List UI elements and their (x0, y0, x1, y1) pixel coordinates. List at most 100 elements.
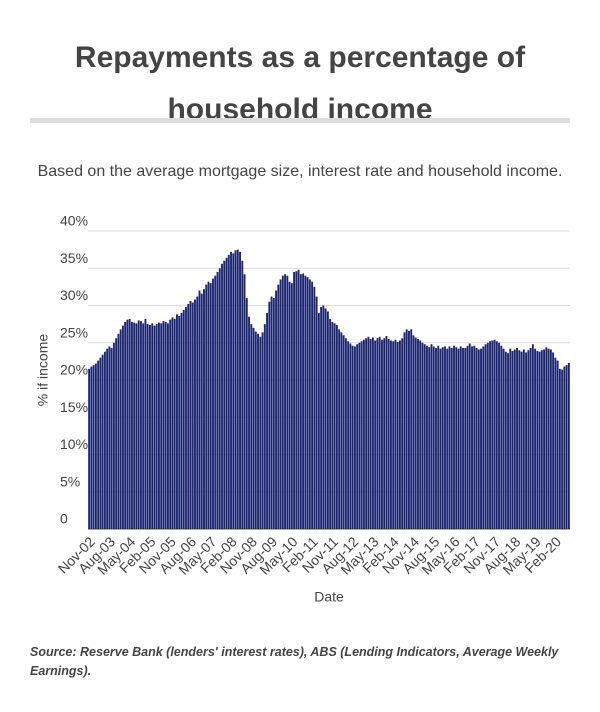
bar (507, 353, 510, 529)
bar (344, 338, 347, 529)
bar (106, 348, 109, 529)
bar (270, 296, 273, 529)
bar (549, 349, 552, 529)
bar (180, 312, 183, 529)
bar (444, 346, 446, 529)
bar (277, 284, 280, 529)
bar (112, 342, 115, 529)
bar (477, 349, 480, 529)
bar (99, 357, 102, 529)
bar (288, 281, 291, 529)
bar (205, 284, 208, 529)
bar (315, 296, 318, 529)
bar (486, 342, 489, 529)
bar (115, 338, 118, 529)
bar (227, 254, 230, 529)
bar (257, 333, 259, 529)
bar (414, 337, 417, 529)
bar (511, 350, 514, 529)
y-tick-label: 15% (60, 399, 88, 415)
bar (340, 332, 343, 529)
bar (408, 330, 410, 529)
bar (234, 250, 237, 529)
bar (493, 339, 496, 529)
bar (243, 274, 246, 529)
bar (371, 337, 374, 529)
bar (290, 283, 293, 529)
bar (313, 286, 316, 529)
bar (155, 324, 158, 529)
bar (171, 317, 174, 529)
bar (320, 306, 323, 529)
bar (108, 346, 111, 529)
bar (124, 321, 127, 529)
bar (331, 321, 334, 529)
bar (520, 351, 523, 529)
bar (558, 368, 561, 529)
bar (142, 323, 145, 529)
y-axis-label: % if income (35, 334, 51, 407)
bar (169, 319, 172, 529)
bar (148, 324, 151, 529)
bar (302, 273, 305, 529)
bar (403, 332, 406, 529)
bar (534, 348, 537, 529)
bar (453, 345, 455, 529)
bar (480, 348, 482, 529)
bar (459, 346, 462, 529)
bar (232, 253, 235, 529)
bar (117, 333, 120, 529)
bar (311, 281, 314, 529)
bar (561, 369, 564, 529)
x-axis-label: Date (314, 589, 344, 605)
bar (160, 323, 163, 529)
bar (207, 281, 210, 529)
bar (392, 341, 395, 529)
bar (221, 263, 223, 529)
chart-subtitle: Based on the average mortgage size, inte… (37, 163, 563, 180)
bar (457, 348, 460, 529)
bar (119, 329, 122, 529)
bar (448, 346, 451, 529)
bar (419, 340, 422, 529)
bar (482, 346, 485, 529)
bar (214, 275, 217, 529)
bar (563, 366, 566, 529)
bar (365, 338, 368, 529)
bar (439, 348, 442, 529)
divider (30, 118, 570, 123)
bar (299, 274, 302, 529)
y-tick-label: 10% (60, 436, 88, 452)
bar (430, 344, 433, 529)
bar (450, 347, 453, 529)
bar (441, 347, 444, 529)
bar (279, 279, 282, 529)
bar (297, 269, 300, 529)
bar (146, 324, 149, 529)
bar (176, 314, 178, 529)
bar (133, 322, 136, 529)
bar (475, 347, 478, 529)
bar (144, 318, 147, 529)
y-tick-label: 20% (60, 362, 88, 378)
bar (464, 347, 467, 529)
bar (223, 260, 226, 529)
bar (545, 347, 548, 529)
bar (421, 342, 424, 529)
bar (236, 249, 239, 529)
bar (203, 289, 205, 529)
bar (538, 351, 541, 529)
bar (432, 346, 435, 529)
bar (396, 342, 399, 529)
bar (173, 318, 176, 529)
bar (383, 338, 386, 529)
bar (209, 283, 212, 529)
bar (356, 344, 359, 529)
bar (121, 325, 124, 529)
bar (304, 275, 307, 529)
bar (139, 321, 142, 529)
y-tick-label: 5% (60, 473, 80, 489)
bar (500, 345, 503, 529)
bar (358, 342, 361, 529)
bar (329, 318, 332, 529)
